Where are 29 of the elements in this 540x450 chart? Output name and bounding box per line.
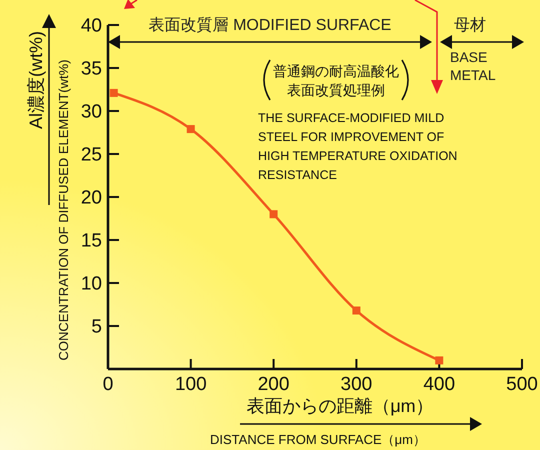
y-tick-label: 20 <box>80 188 102 209</box>
text: DISTANCE FROM SURFACE（μm） <box>210 432 426 447</box>
y-tick-label: 5 <box>91 316 102 338</box>
y-tick-label: 25 <box>80 144 102 166</box>
y-axis-title: Al濃度(wt%) <box>26 31 46 129</box>
point <box>110 88 118 97</box>
text: CONCENTRATION OF DIFFUSED ELEMENT(wt%) <box>56 60 71 360</box>
annotation: 普通鋼の耐高温酸化 <box>273 63 399 79</box>
x-tick-label: 400 <box>423 374 456 395</box>
y-tick-label: 15 <box>80 230 102 252</box>
annotation: THE SURFACE-MODIFIED MILD STEEL FOR IMPROVEMENT OF HIGH TEMPERATURE OXIDATION RESISTANCE <box>258 111 458 182</box>
x-tick-label: 500 <box>506 374 538 395</box>
point <box>352 306 360 315</box>
point <box>435 356 444 364</box>
annotation: 表面改質層 MODIFIED SURFACE <box>148 16 392 34</box>
x-axis-title: 表面からの距離（μm） <box>246 396 434 416</box>
annotation: BASE METAL <box>450 49 496 83</box>
point <box>270 210 278 218</box>
y-tick-label: 10 <box>80 274 102 295</box>
annotation: 表面改質処理例 <box>287 82 385 98</box>
x-tick-label: 300 <box>340 374 372 395</box>
x-tick-label: 100 <box>174 374 207 395</box>
y-tick-label: 30 <box>80 102 102 123</box>
point <box>186 125 195 134</box>
x-tick-label: 0 <box>102 374 114 395</box>
y-tick-label: 35 <box>80 58 102 80</box>
annotation: 母材 <box>454 16 486 34</box>
y-tick-label: 40 <box>80 16 102 37</box>
x-tick-label: 200 <box>258 374 290 395</box>
